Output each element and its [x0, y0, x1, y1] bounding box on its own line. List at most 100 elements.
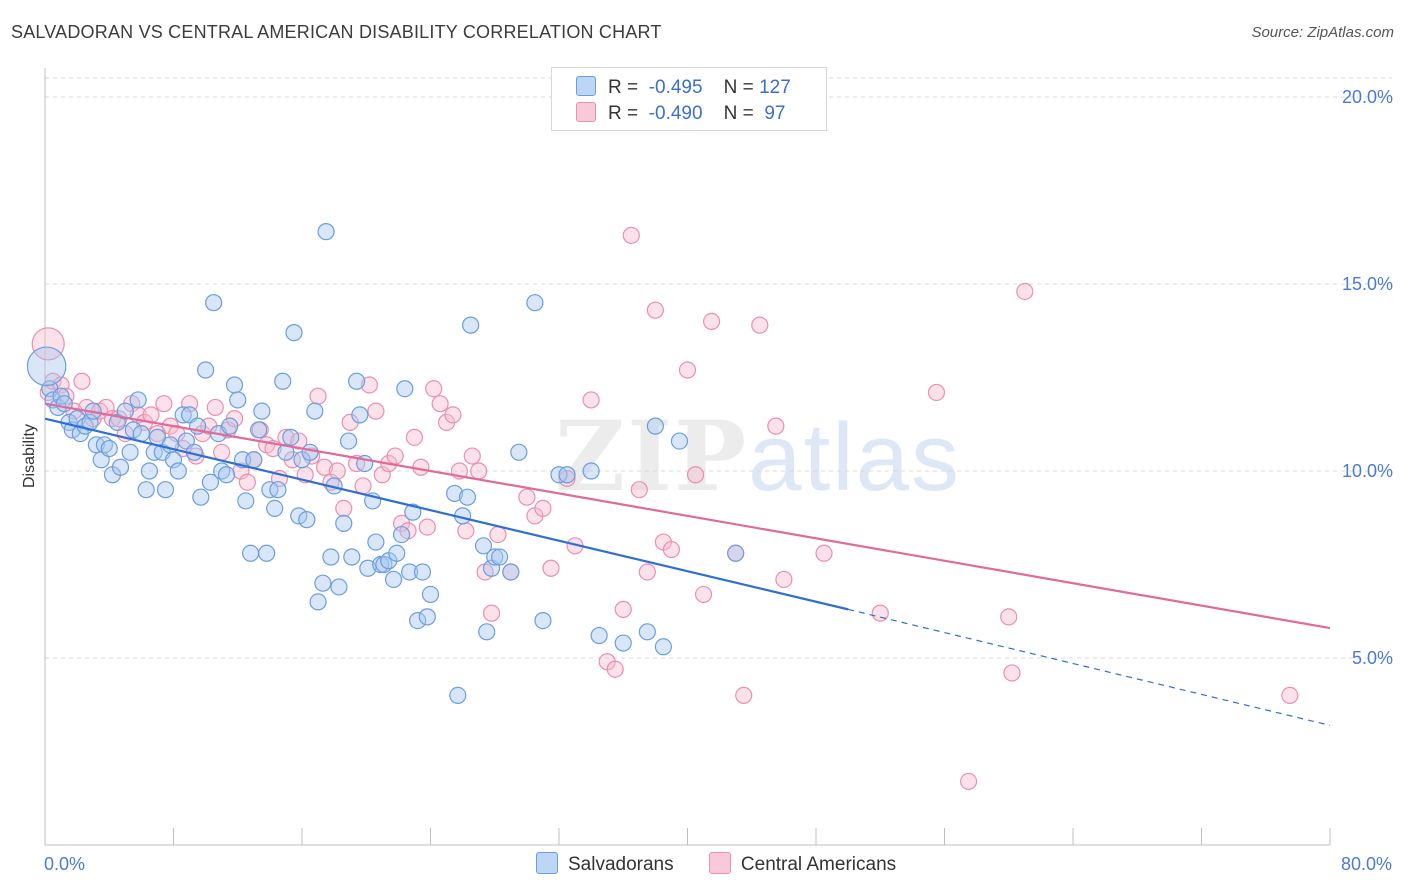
- data-point: [396, 380, 414, 398]
- data-point: [582, 462, 600, 480]
- data-point: [558, 466, 576, 484]
- data-point: [111, 458, 130, 476]
- data-point: [197, 361, 215, 379]
- data-point: [413, 563, 432, 581]
- legend-n-label: N =: [723, 103, 754, 124]
- legend-r-label: R =: [608, 103, 639, 124]
- data-point: [116, 402, 134, 420]
- data-point: [702, 312, 721, 330]
- data-point: [694, 585, 713, 604]
- data-point: [237, 492, 255, 510]
- data-point: [458, 488, 477, 506]
- legend-r-value: -0.495: [648, 77, 703, 98]
- data-point: [221, 417, 239, 435]
- data-point: [250, 421, 268, 439]
- data-point: [401, 563, 419, 581]
- data-point: [638, 623, 656, 641]
- data-point: [306, 402, 324, 420]
- data-point: [449, 686, 467, 705]
- axes: [44, 68, 1331, 846]
- data-point: [767, 417, 785, 435]
- y-tick-label: 10.0%: [1342, 461, 1393, 481]
- data-point: [137, 481, 155, 499]
- x-tick-label: 80.0%: [1341, 854, 1392, 874]
- data-point: [425, 380, 443, 398]
- series-legend: Salvadorans Central Americans: [536, 852, 926, 876]
- central-americans-trend-line: [44, 402, 1331, 630]
- legend-item-central-americans[interactable]: Central Americans: [708, 852, 896, 876]
- data-point: [445, 484, 464, 503]
- data-point: [646, 417, 664, 435]
- data-point: [348, 372, 366, 390]
- watermark-zip: ZIP: [555, 400, 749, 513]
- data-point: [735, 686, 753, 705]
- legend-label: Salvadorans: [568, 854, 674, 875]
- data-point: [386, 447, 404, 465]
- blue-swatch: [576, 76, 596, 96]
- data-point: [298, 511, 316, 529]
- data-point: [367, 533, 385, 551]
- data-point: [502, 563, 520, 581]
- data-point: [253, 402, 271, 420]
- data-point: [155, 395, 173, 413]
- data-point: [1281, 686, 1299, 705]
- y-tick-label: 15.0%: [1342, 274, 1393, 294]
- data-point: [490, 548, 509, 566]
- data-point: [140, 462, 159, 480]
- trend-lines: [44, 402, 1331, 726]
- data-point: [328, 462, 346, 480]
- data-point: [213, 443, 231, 461]
- data-point: [266, 499, 284, 517]
- data-point: [315, 458, 334, 476]
- data-point: [421, 585, 440, 604]
- data-point: [418, 518, 436, 536]
- data-point: [638, 563, 656, 581]
- data-point: [606, 660, 624, 678]
- legend-item-salvadorans[interactable]: Salvadorans: [536, 852, 674, 876]
- salvadorans-trend-extension: [847, 608, 1331, 726]
- data-point: [392, 525, 411, 544]
- data-point: [959, 772, 978, 791]
- legend-row-salvadorans: R = -0.495 N = 127: [576, 76, 791, 100]
- data-point: [534, 611, 552, 630]
- data-point: [309, 593, 327, 611]
- data-point: [238, 473, 256, 491]
- y-axis-label: Disability: [21, 424, 38, 488]
- data-point: [225, 376, 244, 394]
- correlation-legend: R = -0.495 N = 127 R = -0.490 N = 97: [551, 67, 827, 131]
- data-point: [205, 294, 223, 312]
- data-point: [156, 481, 175, 499]
- blue-swatch: [536, 852, 558, 874]
- data-point: [404, 503, 422, 521]
- data-point: [751, 316, 769, 334]
- data-point: [775, 570, 793, 589]
- data-point: [301, 443, 319, 461]
- legend-n-value: 97: [759, 103, 786, 124]
- data-point-large: [31, 327, 65, 361]
- data-point: [217, 466, 236, 484]
- data-point: [322, 548, 340, 566]
- data-point: [582, 391, 600, 409]
- data-point: [927, 383, 946, 402]
- data-point: [474, 537, 493, 555]
- data-point: [510, 443, 528, 461]
- data-point: [354, 477, 372, 495]
- data-point: [309, 387, 327, 405]
- data-point: [330, 578, 348, 596]
- data-point: [229, 391, 247, 409]
- data-point: [542, 559, 560, 577]
- data-point: [351, 406, 369, 424]
- data-point: [614, 600, 632, 618]
- y-tick-label: 20.0%: [1342, 87, 1393, 107]
- data-point: [558, 469, 576, 488]
- data-point: [478, 623, 496, 641]
- data-point: [360, 376, 379, 394]
- data-point: [590, 626, 608, 645]
- data-point: [482, 604, 501, 622]
- data-point: [526, 294, 544, 312]
- data-point: [258, 544, 276, 562]
- data-point: [518, 488, 536, 506]
- data-point: [727, 544, 745, 562]
- data-point: [169, 462, 187, 480]
